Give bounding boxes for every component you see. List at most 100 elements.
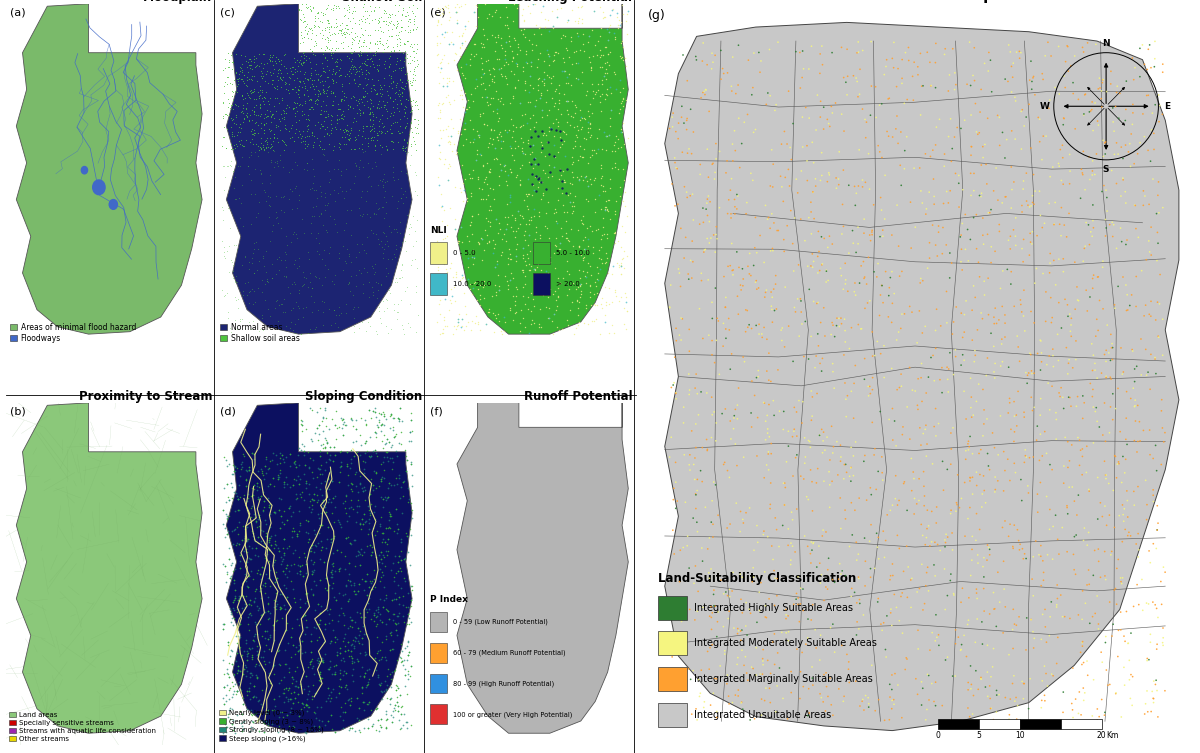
Point: [294, 89, 313, 101]
Point: [373, 109, 392, 121]
Point: [1090, 555, 1109, 567]
Point: [1049, 548, 1068, 560]
Point: [374, 407, 394, 419]
Point: [236, 134, 256, 146]
Point: [353, 210, 372, 222]
Point: [372, 419, 391, 431]
Point: [354, 620, 373, 633]
Point: [985, 483, 1004, 495]
Point: [268, 70, 287, 82]
Point: [352, 29, 371, 41]
Point: [596, 246, 616, 258]
Point: [599, 205, 618, 217]
Point: [310, 724, 329, 736]
Point: [1127, 446, 1146, 458]
Point: [264, 658, 283, 670]
Point: [338, 134, 358, 146]
Point: [842, 322, 862, 334]
Point: [295, 142, 314, 154]
Point: [263, 108, 282, 120]
Point: [666, 393, 685, 405]
Point: [218, 568, 238, 580]
Point: [331, 648, 350, 660]
Point: [301, 635, 320, 647]
Point: [934, 484, 953, 496]
Point: [319, 80, 338, 92]
Point: [365, 573, 384, 585]
Point: [943, 670, 962, 682]
Point: [360, 125, 379, 137]
Point: [986, 684, 1006, 697]
Point: [860, 572, 880, 584]
Point: [1072, 163, 1091, 175]
Point: [238, 75, 257, 87]
Point: [871, 289, 890, 301]
Point: [268, 572, 287, 584]
Point: [820, 169, 839, 181]
Point: [386, 684, 406, 697]
Point: [884, 62, 904, 74]
Point: [373, 549, 392, 561]
Point: [557, 232, 576, 244]
Point: [1028, 347, 1048, 359]
Point: [313, 9, 332, 21]
Point: [973, 383, 992, 395]
Point: [1117, 412, 1136, 424]
Point: [258, 597, 277, 609]
Point: [712, 73, 731, 85]
Point: [1045, 81, 1064, 93]
Legend: Land areas, Specially sensitive streams, Streams with aquatic life consideration: Land areas, Specially sensitive streams,…: [10, 712, 156, 742]
Point: [558, 108, 577, 120]
Point: [266, 615, 286, 627]
Point: [1082, 338, 1102, 350]
Point: [401, 24, 420, 36]
Point: [344, 326, 364, 338]
Point: [360, 488, 379, 500]
Point: [380, 123, 400, 135]
Point: [529, 176, 548, 188]
Point: [860, 388, 880, 400]
Point: [286, 462, 305, 474]
Point: [256, 577, 275, 589]
Point: [347, 506, 366, 518]
Point: [1152, 405, 1171, 417]
Point: [286, 182, 305, 194]
Point: [257, 707, 276, 719]
Point: [316, 123, 335, 136]
Point: [560, 304, 580, 316]
Point: [610, 295, 629, 307]
Point: [1082, 364, 1102, 376]
Point: [251, 462, 270, 474]
Point: [612, 123, 631, 135]
Point: [378, 34, 397, 46]
FancyBboxPatch shape: [659, 632, 686, 655]
Point: [438, 162, 457, 174]
Point: [528, 261, 547, 273]
Point: [353, 550, 372, 562]
Point: [370, 102, 389, 114]
Point: [665, 376, 684, 389]
Point: [259, 462, 278, 474]
Point: [308, 68, 328, 80]
Point: [368, 422, 388, 434]
Point: [248, 140, 268, 152]
Point: [300, 23, 319, 35]
Point: [272, 612, 292, 624]
Point: [974, 276, 994, 288]
Point: [832, 523, 851, 535]
Point: [300, 0, 319, 12]
Point: [994, 446, 1013, 458]
Point: [427, 8, 446, 20]
Point: [236, 654, 256, 666]
Point: [544, 20, 563, 32]
Point: [224, 87, 244, 99]
Point: [730, 625, 749, 637]
Point: [266, 539, 286, 551]
Point: [1154, 561, 1174, 573]
Point: [913, 197, 932, 209]
Point: [480, 235, 499, 247]
Point: [592, 241, 611, 253]
Point: [220, 239, 239, 252]
Point: [275, 599, 294, 611]
Point: [605, 327, 624, 339]
